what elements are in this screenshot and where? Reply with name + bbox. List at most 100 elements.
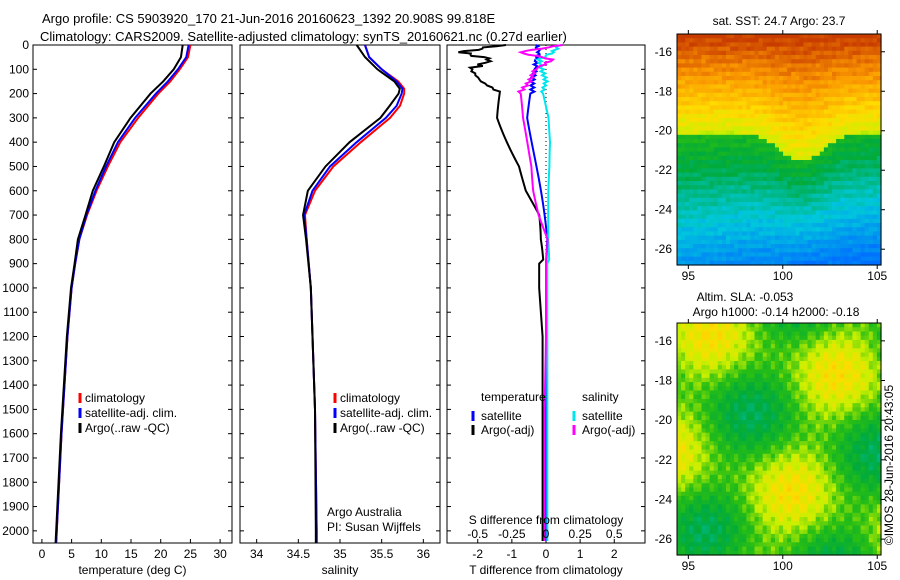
map-cell [677,101,682,106]
map-cell [795,231,800,237]
map-cell [746,50,752,56]
map-cell [738,339,743,345]
map-cell [709,449,715,455]
map-cell [795,130,800,136]
map-cell [803,164,809,169]
map-cell [811,491,817,497]
map-cell [709,487,715,493]
map-cell [689,218,694,224]
map-cell [746,483,752,489]
map-cell [709,235,715,241]
map-cell [787,529,792,535]
map-cell [770,369,776,375]
map-cell [750,521,756,527]
map-cell [754,76,760,81]
map-cell [685,235,690,241]
map-cell [840,168,845,174]
map-cell [852,155,858,161]
map-cell [815,109,821,115]
map-cell [787,331,792,337]
map-cell [783,206,788,211]
map-cell [705,466,711,472]
map-cell [697,546,703,552]
map-cell [811,449,817,455]
map-cell [689,344,694,349]
map-cell [872,185,878,190]
map-cell [868,185,874,190]
map-cell [693,424,698,430]
map-cell [677,122,682,127]
map-cell [844,67,849,73]
map-cell [766,113,772,119]
map-cell [738,327,743,333]
map-cell [770,323,776,328]
map-cell [783,360,788,366]
map-cell [787,538,792,543]
map-cell [762,373,768,379]
map-cell [713,449,719,455]
map-cell [852,50,858,56]
map-cell [709,63,715,69]
map-cell [799,202,805,207]
map-cell [709,386,715,392]
map-cell [689,453,694,459]
map-cell [795,483,800,489]
map-cell [725,260,731,266]
map-cell [852,126,858,132]
map-cell [766,365,772,370]
map-cell [725,386,731,392]
map-cell [848,105,854,111]
map-cell [795,46,800,52]
map-cell [734,538,739,543]
map-cell [774,71,780,77]
map-cell [803,197,809,203]
map-cell [799,420,805,425]
map-cell [844,193,849,199]
map-cell [689,348,694,354]
map-cell [779,327,784,333]
map-cell [836,176,841,182]
map-cell [701,118,707,123]
map-cell [685,479,690,484]
map-cell [677,474,682,480]
map-cell [697,76,703,81]
map-cell [779,356,784,362]
map-cell [799,542,805,548]
map-cell [677,244,682,249]
map-cell [815,118,821,123]
map-cell [787,210,792,216]
map-cell [717,508,723,514]
map-cell [766,550,772,556]
map-cell [811,223,817,228]
map-cell [791,504,796,510]
map-cell [734,168,739,174]
map-cell [721,227,727,232]
x-axis-label: temperature (deg C) [78,563,186,577]
map-cell [762,449,768,455]
map-cell [766,415,772,421]
map-cell [787,339,792,345]
map-cell [795,59,800,64]
map-cell [779,252,784,258]
map-cell [689,76,694,81]
map-cell [717,441,723,446]
map-cell [872,80,878,85]
map-cell [762,67,768,73]
map-cell [872,88,878,94]
map-cell [685,134,690,140]
map-cell [803,76,809,81]
map-cell [754,193,760,199]
map-cell [840,197,845,203]
map-cell [742,504,747,510]
map-cell [807,67,813,73]
map-cell [750,348,756,354]
map-cell [677,449,682,455]
map-cell [701,466,707,472]
map-cell [730,339,735,345]
x-tick-label: 0 [543,547,550,561]
map-cell [795,155,800,161]
annotation-line1: Argo Australia [327,505,402,519]
map-cell [746,382,752,387]
map-cell [770,335,776,341]
